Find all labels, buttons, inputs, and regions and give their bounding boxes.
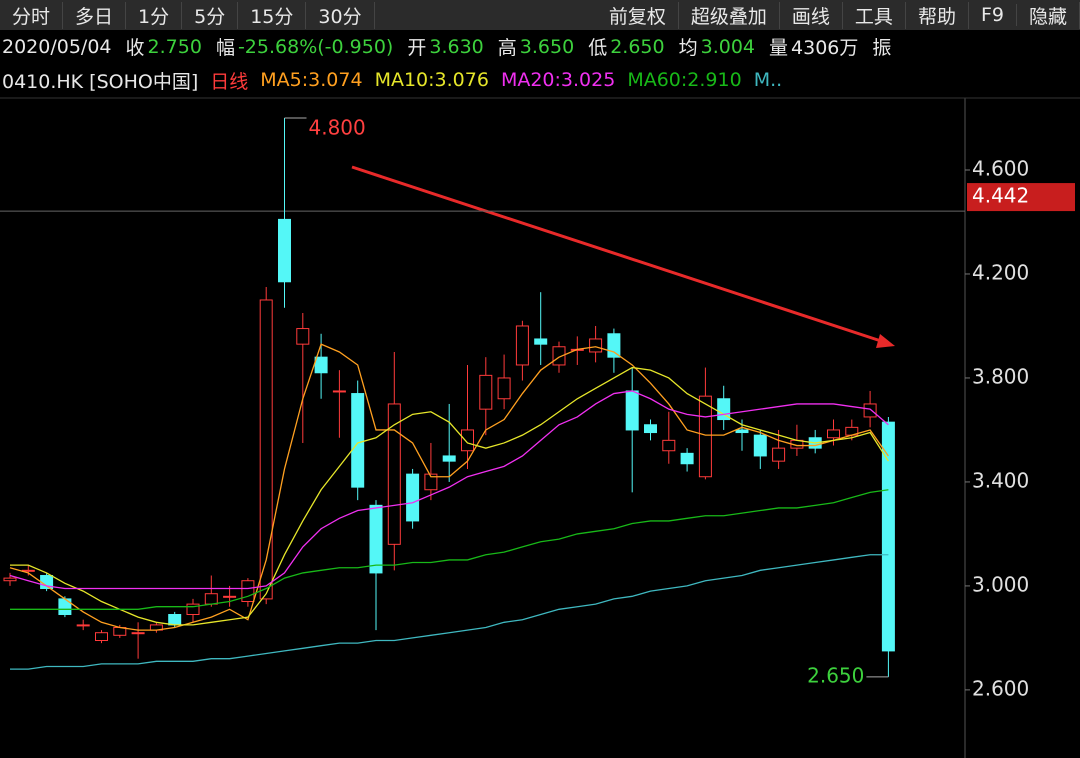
candle-body (95, 632, 108, 642)
candle-body (625, 390, 639, 431)
candle-body (442, 455, 456, 462)
candle-body (735, 429, 749, 434)
info-label: 收 (125, 37, 145, 59)
candle-body (168, 614, 182, 626)
menu-item[interactable]: 隐藏 (1017, 1, 1080, 29)
tab[interactable]: 分时 (0, 1, 64, 29)
info-value: -25.68%(-0.950) (237, 35, 394, 58)
candle-body (241, 580, 255, 603)
date: 2020/05/04 (2, 35, 112, 58)
candle-body (351, 393, 365, 488)
ma-line (9, 343, 889, 631)
candle-body (223, 595, 237, 598)
candle-body (369, 504, 383, 574)
legend-entry[interactable]: MA5:3.074 (260, 69, 363, 91)
info-value: 2.750 (147, 35, 202, 58)
candle-body (461, 429, 474, 452)
y-tick-label: 4.200 (972, 260, 1029, 284)
candle-body (186, 603, 200, 616)
legend-entry[interactable]: MA10:3.076 (374, 69, 489, 91)
info-label: 低 (588, 37, 608, 59)
price-label-box (967, 183, 1075, 212)
arrow-head (876, 334, 895, 348)
candle-body (259, 299, 273, 600)
tab[interactable]: 多日 (63, 1, 127, 29)
info-label: 幅 (215, 37, 235, 59)
menu-item[interactable]: 工具 (843, 1, 906, 29)
info-label: 开 (407, 37, 427, 59)
candle-body (772, 447, 786, 462)
stock-title: 0410.HK [SOHO中国] (2, 70, 199, 93)
tab[interactable]: 1分 (126, 1, 183, 29)
info-label: 高 (497, 37, 517, 59)
candle-body (479, 374, 493, 410)
candle-body (863, 403, 877, 418)
candle-body (534, 338, 548, 345)
info-value: 2.650 (610, 35, 665, 58)
candle-body (76, 624, 90, 627)
candle-body (406, 473, 420, 522)
legend-entry[interactable]: M.. (753, 69, 783, 91)
ma-line (10, 489, 889, 610)
ma-line (10, 554, 889, 670)
menu-item[interactable]: 超级叠加 (679, 1, 780, 29)
period[interactable]: 日线 (210, 70, 249, 93)
ma-line (9, 390, 889, 590)
y-tick-label: 3.000 (972, 572, 1029, 596)
candle-body (827, 429, 840, 439)
toolbar: 分时 多日 1分 5分 15分 30分 前复权 超级叠加 画线 工具 帮助 F9 隐藏 (0, 0, 1080, 30)
legend-entry[interactable]: MA60:2.910 (627, 69, 742, 91)
info-label: 量 (769, 37, 789, 59)
candle-body (497, 377, 511, 400)
candle-body (644, 424, 657, 434)
candle-body (424, 473, 438, 491)
info-value: 3.630 (429, 35, 484, 58)
annotation-label: 4.800 (309, 116, 366, 140)
candle-body (314, 356, 328, 374)
info-label: 振 (872, 37, 892, 59)
candle-body (278, 218, 291, 283)
candle-body (881, 421, 895, 652)
legend: 0410.HK [SOHO中国] 日线 MA5:3.074 MA10:3.076 M… (0, 63, 1080, 97)
candle-body (332, 390, 346, 393)
menu-item[interactable]: F9 (969, 4, 1017, 26)
candle-body (131, 632, 145, 635)
info-bar: 2020/05/04 收 2.750 幅 -25.68%(-0.950) 开 3.630 高 3… (0, 31, 1080, 62)
candle-body (589, 338, 603, 353)
candle-body (680, 452, 694, 465)
candle-body (515, 325, 529, 366)
tab[interactable]: 30分 (306, 1, 375, 29)
legend-entry[interactable]: MA20:3.025 (500, 69, 616, 91)
candle-body (296, 328, 310, 345)
ma-line (10, 366, 889, 626)
info-value: 3.004 (700, 35, 756, 58)
info-label: 均 (678, 37, 698, 59)
y-tick-label: 4.600 (972, 157, 1029, 181)
candle-body (607, 333, 621, 358)
candle-body (698, 395, 712, 478)
y-tick-label: 3.800 (972, 364, 1029, 388)
info-value: 3.650 (519, 35, 575, 58)
candle-body (662, 439, 676, 452)
y-tick-label: 2.600 (972, 676, 1029, 700)
price-label: 4.442 (972, 184, 1029, 208)
y-tick-label: 3.400 (972, 468, 1029, 492)
candle-body (552, 346, 566, 366)
tab[interactable]: 5分 (182, 1, 239, 29)
candle-body (753, 434, 767, 457)
menu-item[interactable]: 画线 (780, 1, 843, 29)
candle-body (3, 577, 17, 582)
candle-body (204, 593, 218, 605)
candle-body (387, 403, 401, 545)
menu-item[interactable]: 帮助 (906, 1, 969, 29)
tab[interactable]: 15分 (238, 1, 307, 29)
trend-arrow (351, 165, 885, 344)
menu-item[interactable]: 前复权 (597, 1, 679, 29)
annotation-label: 2.650 (807, 663, 864, 687)
info-value: 4306万 (791, 37, 859, 59)
